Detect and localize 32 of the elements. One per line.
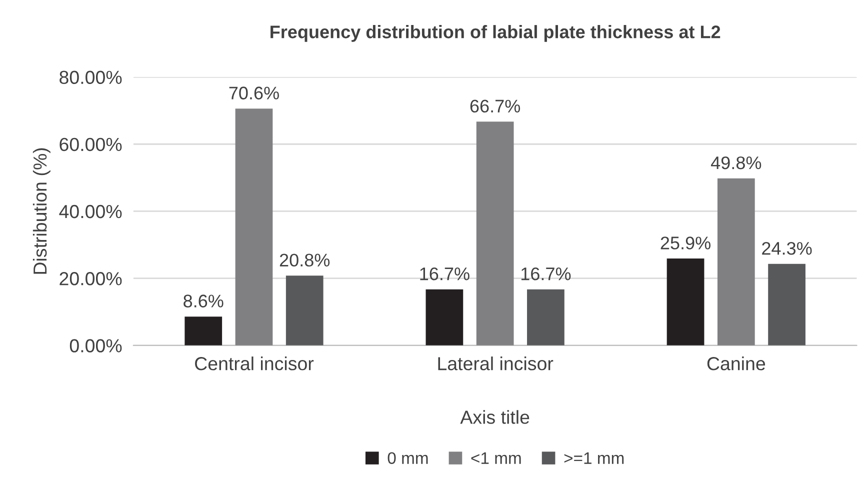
data-label: 16.7% <box>420 267 470 280</box>
legend-label: >=1 mm <box>564 452 624 464</box>
bar <box>426 289 464 346</box>
data-label: 70.6% <box>229 86 279 100</box>
chart-title: Frequency distribution of labial plate thickness at L2 <box>270 25 720 42</box>
y-tick-label: 20.00% <box>60 272 122 286</box>
legend-label: 0 mm <box>388 452 428 464</box>
bar <box>184 316 222 346</box>
y-tick-label: 80.00% <box>60 70 122 84</box>
data-label: 66.7% <box>470 100 520 113</box>
y-tick-label: 40.00% <box>59 204 122 218</box>
data-label: 16.7% <box>521 267 571 280</box>
y-tick-label: 60.00% <box>60 138 122 152</box>
data-label: 25.9% <box>660 236 710 250</box>
data-label: 8.6% <box>184 294 224 308</box>
x-tick-label: Lateral incisor <box>438 356 554 370</box>
y-tick-label: 0.00% <box>70 339 122 352</box>
x-tick-label: Central incisor <box>195 356 314 370</box>
data-label: 49.8% <box>710 156 762 170</box>
bar <box>768 264 806 346</box>
y-axis-title: Distribution (%) <box>32 148 50 274</box>
bar <box>527 289 564 346</box>
bar <box>235 108 273 346</box>
legend-label: <1 mm <box>471 452 521 464</box>
x-tick-label: Canine <box>707 356 766 370</box>
data-label: 20.8% <box>280 254 330 267</box>
bar <box>286 276 324 346</box>
bar <box>666 258 704 346</box>
data-label: 24.3% <box>762 242 812 255</box>
x-axis-title: Axis title <box>460 410 530 424</box>
bar <box>717 178 755 346</box>
bar <box>476 122 514 346</box>
